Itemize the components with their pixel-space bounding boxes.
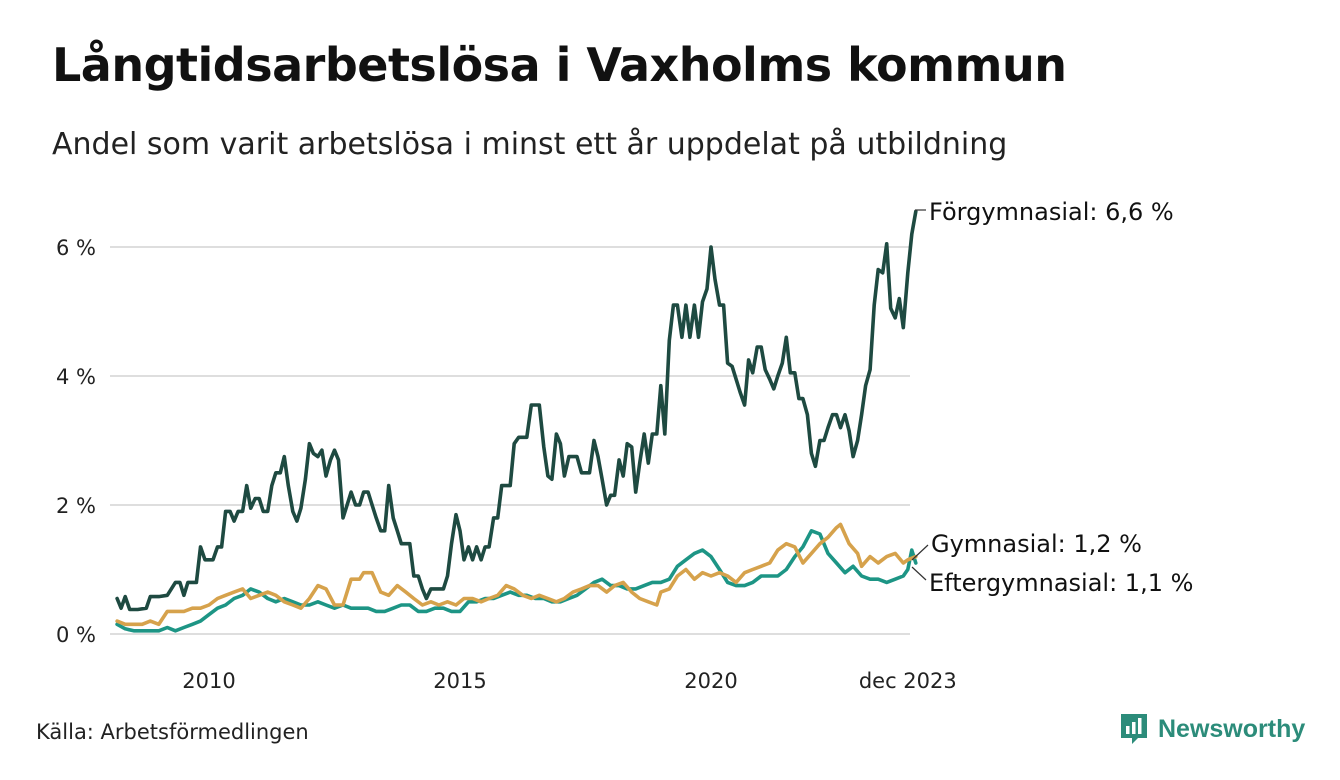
brand-name: Newsworthy xyxy=(1158,714,1306,743)
x-tick-label: dec 2023 xyxy=(859,669,957,693)
x-tick-label: 2015 xyxy=(433,669,486,693)
series-label-forgymnasial: Förgymnasial: 6,6 % xyxy=(929,198,1174,226)
y-tick-label: 0 % xyxy=(56,623,96,647)
label-connector xyxy=(911,566,927,581)
y-tick-label: 6 % xyxy=(56,236,96,260)
series-label-gymnasial: Gymnasial: 1,2 % xyxy=(931,530,1142,558)
series-line-gymnasial xyxy=(115,522,918,627)
x-tick-label: 2020 xyxy=(684,669,737,693)
chart-title: Långtidsarbetslösa i Vaxholms kommun xyxy=(52,38,1067,92)
y-tick-label: 2 % xyxy=(56,494,96,518)
x-tick-label: 2010 xyxy=(182,669,235,693)
source-note: Källa: Arbetsförmedlingen xyxy=(36,720,309,744)
y-tick-label: 4 % xyxy=(56,365,96,389)
series-line-forgymnasial xyxy=(115,209,918,612)
label-connector xyxy=(911,544,929,561)
newsworthy-logo-icon xyxy=(1121,714,1147,744)
chart-subtitle: Andel som varit arbetslösa i minst ett å… xyxy=(52,127,1008,162)
series-label-eftergymnasial: Eftergymnasial: 1,1 % xyxy=(929,569,1193,597)
brand-logo: Newsworthy xyxy=(1118,712,1305,746)
